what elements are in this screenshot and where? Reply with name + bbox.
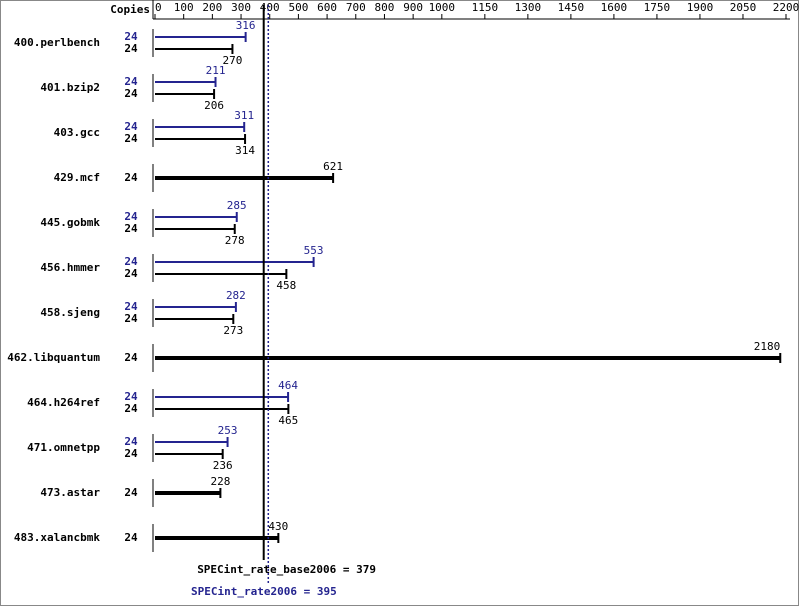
copies-label: 24 (124, 42, 138, 55)
bar (155, 408, 289, 410)
copies-label: 24 (124, 171, 138, 184)
value-label: 2180 (754, 340, 781, 353)
value-label: 465 (278, 414, 298, 427)
x-tick-label: 800 (375, 1, 395, 14)
category-label: 483.xalancbmk (14, 531, 100, 544)
value-label: 311 (234, 109, 254, 122)
value-label: 430 (268, 520, 288, 533)
x-tick-label: 300 (231, 1, 251, 14)
copies-label: 24 (124, 132, 138, 145)
category-label: 458.sjeng (40, 306, 100, 319)
copies-label: 24 (124, 531, 138, 544)
reference-label: SPECint_rate2006 = 395 (191, 585, 337, 598)
bar (155, 81, 216, 83)
bar (155, 356, 781, 360)
copies-label: 24 (124, 267, 138, 280)
x-tick-label: 1600 (601, 1, 628, 14)
bar (155, 441, 228, 443)
value-label: 278 (225, 234, 245, 247)
copies-label: 24 (124, 351, 138, 364)
x-tick-label: 500 (288, 1, 308, 14)
category-label: 471.omnetpp (27, 441, 100, 454)
value-label: 270 (223, 54, 243, 67)
value-label: 273 (223, 324, 243, 337)
category-label: 473.astar (40, 486, 100, 499)
value-label: 464 (278, 379, 298, 392)
x-tick-label: 700 (346, 1, 366, 14)
bar (155, 126, 245, 128)
copies-label: 24 (124, 312, 138, 325)
bar (155, 491, 221, 495)
value-label: 621 (323, 160, 343, 173)
value-label: 282 (226, 289, 246, 302)
bar (155, 396, 289, 398)
value-label: 553 (304, 244, 324, 257)
x-tick-label: 1000 (429, 1, 456, 14)
copies-label: 24 (124, 87, 138, 100)
category-label: 462.libquantum (7, 351, 100, 364)
copies-label: 24 (124, 30, 138, 43)
copies-label: 24 (124, 210, 138, 223)
bar (155, 228, 235, 230)
x-tick-label: 2200 (773, 1, 799, 14)
value-label: 236 (213, 459, 233, 472)
x-tick-label: 100 (174, 1, 194, 14)
x-tick-label: 600 (317, 1, 337, 14)
reference-label: SPECint_rate_base2006 = 379 (197, 563, 376, 576)
copies-label: 24 (124, 120, 138, 133)
category-label: 456.hmmer (40, 261, 100, 274)
copies-label: 24 (124, 300, 138, 313)
x-tick-label: 900 (403, 1, 423, 14)
category-label: 445.gobmk (40, 216, 100, 229)
x-tick-label: 1300 (515, 1, 542, 14)
copies-header: Copies (110, 3, 150, 16)
x-tick-label: 2050 (730, 1, 757, 14)
copies-label: 24 (124, 402, 138, 415)
copies-label: 24 (124, 255, 138, 268)
value-label: 228 (210, 475, 230, 488)
bar (155, 261, 314, 263)
value-label: 206 (204, 99, 224, 112)
copies-label: 24 (124, 447, 138, 460)
x-tick-label: 1450 (558, 1, 585, 14)
copies-label: 24 (124, 435, 138, 448)
bar (155, 453, 223, 455)
value-label: 458 (276, 279, 296, 292)
category-label: 464.h264ref (27, 396, 100, 409)
bar (155, 273, 287, 275)
bar (155, 536, 279, 540)
bar (155, 93, 215, 95)
bar (155, 36, 246, 38)
bar (155, 306, 236, 308)
value-label: 314 (235, 144, 255, 157)
copies-label: 24 (124, 390, 138, 403)
bar (155, 138, 246, 140)
category-label: 401.bzip2 (40, 81, 100, 94)
x-tick-label: 1750 (644, 1, 671, 14)
value-label: 211 (206, 64, 226, 77)
x-tick-label: 400 (260, 1, 280, 14)
x-tick-label: 200 (202, 1, 222, 14)
category-label: 403.gcc (54, 126, 100, 139)
x-tick-label: 0 (155, 1, 162, 14)
value-label: 316 (236, 19, 256, 32)
copies-label: 24 (124, 486, 138, 499)
x-tick-label: 1150 (472, 1, 499, 14)
copies-label: 24 (124, 75, 138, 88)
category-label: 429.mcf (54, 171, 100, 184)
value-label: 253 (218, 424, 238, 437)
bar (155, 318, 234, 320)
bar (155, 48, 233, 50)
category-label: 400.perlbench (14, 36, 100, 49)
bar (155, 176, 334, 180)
x-tick-label: 1900 (687, 1, 714, 14)
copies-label: 24 (124, 222, 138, 235)
value-label: 285 (227, 199, 247, 212)
bar (155, 216, 237, 218)
